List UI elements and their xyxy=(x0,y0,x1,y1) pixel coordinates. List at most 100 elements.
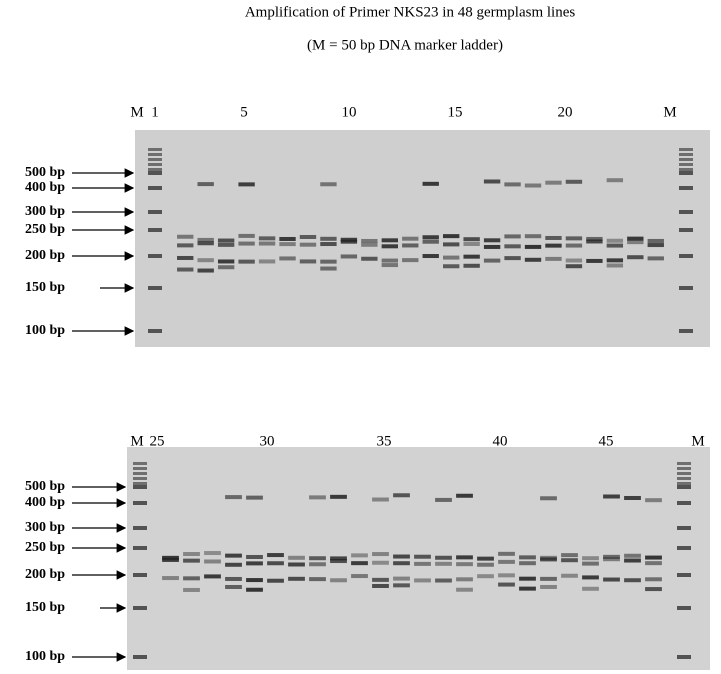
band xyxy=(582,556,599,561)
band xyxy=(586,258,603,263)
band xyxy=(320,259,337,264)
band xyxy=(565,179,583,184)
band xyxy=(477,562,494,567)
band xyxy=(217,265,235,270)
band xyxy=(177,255,194,260)
ladder-band xyxy=(133,501,147,505)
ladder-band xyxy=(679,171,693,175)
band xyxy=(582,575,599,580)
lane-label: 25 xyxy=(150,433,165,449)
lane-label: 20 xyxy=(558,104,573,120)
size-label: 150 bp xyxy=(25,600,65,615)
band xyxy=(435,497,452,502)
ladder-band xyxy=(133,482,147,485)
band xyxy=(225,576,242,581)
band xyxy=(545,180,562,185)
size-label: 300 bp xyxy=(25,520,65,535)
ladder-band xyxy=(677,462,691,465)
band xyxy=(561,558,578,563)
band xyxy=(498,582,515,587)
band xyxy=(183,576,200,581)
band xyxy=(414,554,431,559)
band xyxy=(183,558,200,563)
ladder-band xyxy=(133,485,147,489)
band xyxy=(540,584,557,589)
lane-label: M xyxy=(691,433,704,449)
ladder-band xyxy=(148,329,162,333)
band xyxy=(540,557,557,562)
band xyxy=(246,587,263,592)
band xyxy=(456,577,473,582)
band xyxy=(504,256,521,261)
band xyxy=(309,495,326,500)
band xyxy=(288,576,305,581)
band xyxy=(627,255,644,260)
band xyxy=(183,587,200,592)
band xyxy=(402,258,419,263)
band xyxy=(435,555,452,560)
band xyxy=(422,239,439,244)
band xyxy=(645,577,662,582)
size-label: 300 bp xyxy=(25,204,65,219)
band xyxy=(258,236,276,241)
band xyxy=(351,553,368,558)
ladder-band xyxy=(148,168,162,171)
band xyxy=(197,268,214,273)
band xyxy=(177,267,194,272)
band xyxy=(225,584,242,589)
band xyxy=(299,242,317,247)
band xyxy=(477,574,494,579)
band xyxy=(422,254,439,259)
band xyxy=(524,244,542,249)
band xyxy=(463,254,480,259)
band xyxy=(225,553,242,558)
band xyxy=(645,587,662,592)
band xyxy=(435,561,452,566)
band xyxy=(381,258,398,263)
ladder-band xyxy=(679,210,693,214)
ladder-band xyxy=(677,472,691,475)
band xyxy=(372,497,389,502)
band xyxy=(647,238,664,243)
band xyxy=(330,556,347,561)
ladder-band xyxy=(133,655,147,659)
band xyxy=(330,559,347,564)
band xyxy=(498,551,515,556)
ladder-band xyxy=(677,526,691,530)
band xyxy=(288,555,305,560)
band xyxy=(477,556,494,561)
ladder-band xyxy=(679,329,693,333)
ladder-band xyxy=(148,210,162,214)
band xyxy=(320,182,337,187)
size-label: 250 bp xyxy=(25,222,65,237)
band xyxy=(279,236,296,241)
band xyxy=(372,583,389,588)
band xyxy=(258,241,276,246)
band xyxy=(443,234,460,239)
band xyxy=(519,555,536,560)
band xyxy=(197,237,214,242)
band xyxy=(647,256,664,261)
band xyxy=(603,494,620,499)
ladder-band xyxy=(679,153,693,156)
band xyxy=(238,241,255,246)
band xyxy=(204,574,221,579)
lane-label: 45 xyxy=(599,433,614,449)
lane-label: 40 xyxy=(493,433,508,449)
lane-label: M xyxy=(663,104,676,120)
ladder-band xyxy=(133,467,147,470)
band xyxy=(393,493,410,498)
band xyxy=(238,182,255,187)
band xyxy=(309,577,326,582)
band xyxy=(183,552,200,557)
band xyxy=(177,234,194,239)
size-label: 400 bp xyxy=(25,180,65,195)
band xyxy=(603,554,620,559)
ladder-band xyxy=(133,546,147,550)
band xyxy=(351,561,368,566)
band xyxy=(483,179,501,184)
ladder-band xyxy=(677,546,691,550)
band xyxy=(320,236,337,241)
